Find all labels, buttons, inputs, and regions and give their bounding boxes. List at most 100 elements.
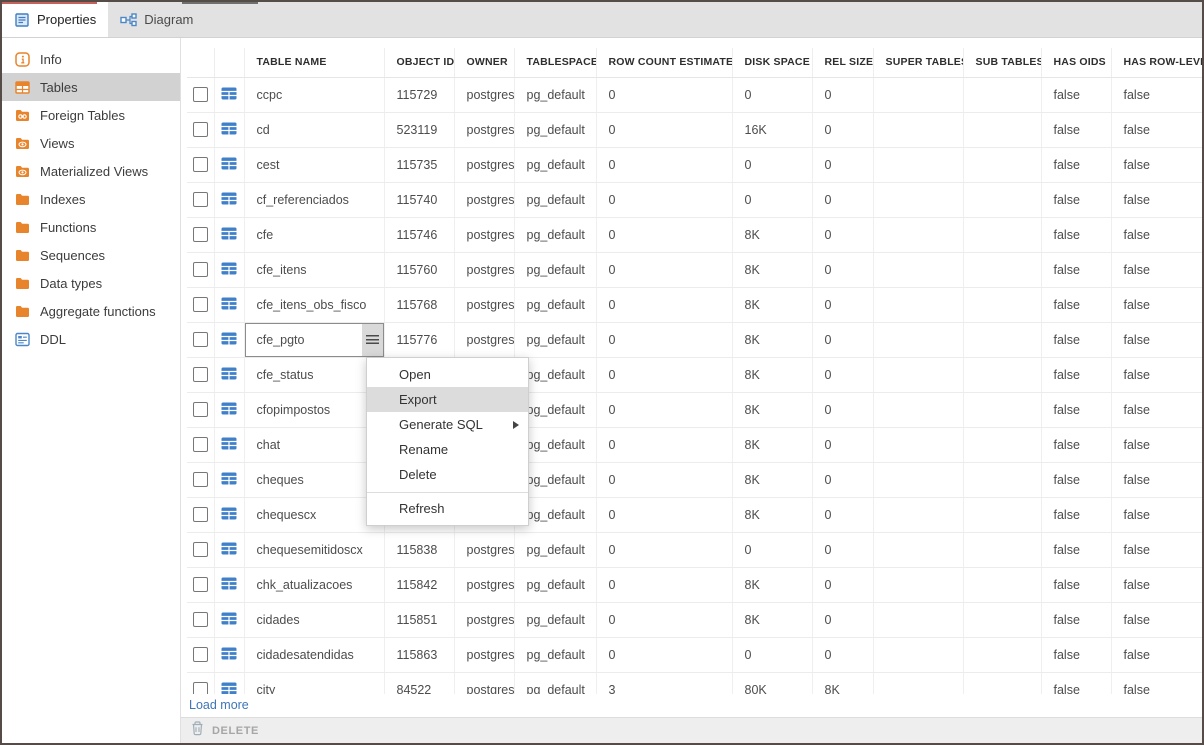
column-header-table-name[interactable]: TABLE NAME (244, 48, 385, 78)
row-checkbox[interactable] (192, 472, 208, 488)
grid-cell[interactable]: 115842 (384, 567, 455, 603)
grid-cell[interactable]: 0 (596, 182, 733, 218)
grid-cell[interactable]: false (1041, 497, 1112, 533)
grid-cell[interactable]: pg_default (514, 147, 597, 183)
menu-item-generate-sql[interactable]: Generate SQL (367, 412, 528, 437)
grid-cell[interactable]: postgres (454, 147, 515, 183)
grid-cell[interactable]: 0 (596, 217, 733, 253)
grid-cell[interactable] (963, 147, 1042, 183)
grid-cell[interactable]: 0 (596, 252, 733, 288)
table-name-cell[interactable]: ccpc (244, 77, 385, 113)
grid-cell[interactable] (873, 217, 964, 253)
grid-cell[interactable] (873, 287, 964, 323)
grid-cell[interactable] (873, 252, 964, 288)
grid-cell[interactable] (873, 637, 964, 673)
row-checkbox[interactable] (192, 612, 208, 628)
table-name-cell[interactable]: cheques (244, 462, 385, 498)
sidebar-item-indexes[interactable]: Indexes (2, 185, 180, 213)
grid-cell[interactable] (873, 77, 964, 113)
grid-cell[interactable]: false (1111, 147, 1202, 183)
grid-cell[interactable]: false (1111, 322, 1202, 358)
grid-cell[interactable]: 0 (732, 532, 813, 568)
menu-item-delete[interactable]: Delete (399, 467, 437, 482)
sidebar-item-aggregate-functions[interactable]: Aggregate functions (2, 297, 180, 325)
selected-table-name-cell[interactable]: cfe_pgto (244, 322, 385, 358)
sidebar-item-functions[interactable]: Functions (2, 213, 180, 241)
menu-item-rename[interactable]: Rename (399, 442, 449, 457)
table-name-cell[interactable]: city (244, 672, 385, 694)
grid-cell[interactable]: postgres (454, 637, 515, 673)
grid-cell[interactable] (963, 672, 1042, 694)
grid-cell[interactable]: false (1111, 602, 1202, 638)
grid-cell[interactable]: 0 (596, 427, 733, 463)
row-checkbox[interactable] (192, 87, 208, 103)
grid-cell[interactable] (963, 637, 1042, 673)
grid-cell[interactable]: pg_default (514, 602, 597, 638)
grid-cell[interactable] (873, 182, 964, 218)
delete-button[interactable]: DELETE (212, 724, 259, 737)
column-header-tablespace[interactable]: TABLESPACE (514, 48, 597, 78)
grid-cell[interactable]: false (1041, 462, 1112, 498)
grid-cell[interactable] (963, 567, 1042, 603)
row-checkbox[interactable] (192, 577, 208, 593)
grid-cell[interactable]: 3 (596, 672, 733, 694)
menu-item-export[interactable]: Export (367, 387, 528, 412)
grid-cell[interactable]: 8K (732, 462, 813, 498)
horizontal-scrollbar-thumb[interactable] (182, 2, 258, 4)
grid-cell[interactable]: false (1041, 637, 1112, 673)
grid-cell[interactable]: false (1111, 357, 1202, 393)
grid-cell[interactable]: 0 (596, 497, 733, 533)
row-checkbox[interactable] (192, 262, 208, 278)
grid-cell[interactable] (963, 357, 1042, 393)
sidebar-item-foreign-tables[interactable]: Foreign Tables (2, 101, 180, 129)
grid-cell[interactable] (963, 497, 1042, 533)
grid-cell[interactable]: 0 (732, 77, 813, 113)
grid-cell[interactable]: 0 (812, 252, 874, 288)
grid-cell[interactable]: 115863 (384, 637, 455, 673)
grid-cell[interactable]: 0 (812, 112, 874, 148)
grid-cell[interactable] (963, 392, 1042, 428)
sidebar-item-data-types[interactable]: Data types (2, 269, 180, 297)
grid-cell[interactable]: pg_default (514, 672, 597, 694)
grid-cell[interactable]: 0 (812, 147, 874, 183)
grid-cell[interactable]: 80K (732, 672, 813, 694)
grid-cell[interactable]: 8K (732, 602, 813, 638)
grid-cell[interactable]: 0 (812, 462, 874, 498)
grid-cell[interactable]: pg_default (514, 497, 597, 533)
grid-cell[interactable]: false (1041, 392, 1112, 428)
grid-cell[interactable]: 0 (732, 637, 813, 673)
grid-cell[interactable]: pg_default (514, 217, 597, 253)
grid-cell[interactable]: 8K (732, 322, 813, 358)
grid-cell[interactable]: 0 (812, 217, 874, 253)
table-name-cell[interactable]: cest (244, 147, 385, 183)
grid-cell[interactable]: pg_default (514, 252, 597, 288)
grid-cell[interactable]: 0 (812, 427, 874, 463)
grid-cell[interactable]: postgres (454, 532, 515, 568)
grid-cell[interactable] (963, 462, 1042, 498)
grid-cell[interactable]: 8K (732, 357, 813, 393)
grid-cell[interactable]: false (1041, 182, 1112, 218)
sidebar-item-sequences[interactable]: Sequences (2, 241, 180, 269)
grid-cell[interactable] (873, 532, 964, 568)
grid-cell[interactable]: postgres (454, 287, 515, 323)
row-checkbox[interactable] (192, 157, 208, 173)
column-header-rel-size[interactable]: REL SIZE (812, 48, 874, 78)
menu-item-refresh[interactable]: Refresh (399, 501, 445, 516)
grid-cell[interactable]: 0 (812, 357, 874, 393)
grid-cell[interactable]: false (1111, 637, 1202, 673)
grid-cell[interactable]: pg_default (514, 112, 597, 148)
sidebar-item-tables[interactable]: Tables (2, 73, 180, 101)
grid-cell[interactable] (963, 287, 1042, 323)
grid-cell[interactable]: false (1111, 77, 1202, 113)
grid-cell[interactable]: 0 (812, 637, 874, 673)
grid-cell[interactable]: false (1041, 217, 1112, 253)
grid-cell[interactable]: 0 (596, 322, 733, 358)
sidebar-item-views[interactable]: Views (2, 129, 180, 157)
table-name-cell[interactable]: chat (244, 427, 385, 463)
sidebar-item-info[interactable]: Info (2, 45, 180, 73)
grid-cell[interactable]: false (1111, 252, 1202, 288)
grid-cell[interactable]: 0 (596, 77, 733, 113)
grid-cell[interactable]: false (1111, 497, 1202, 533)
grid-cell[interactable] (873, 602, 964, 638)
row-checkbox[interactable] (192, 507, 208, 523)
